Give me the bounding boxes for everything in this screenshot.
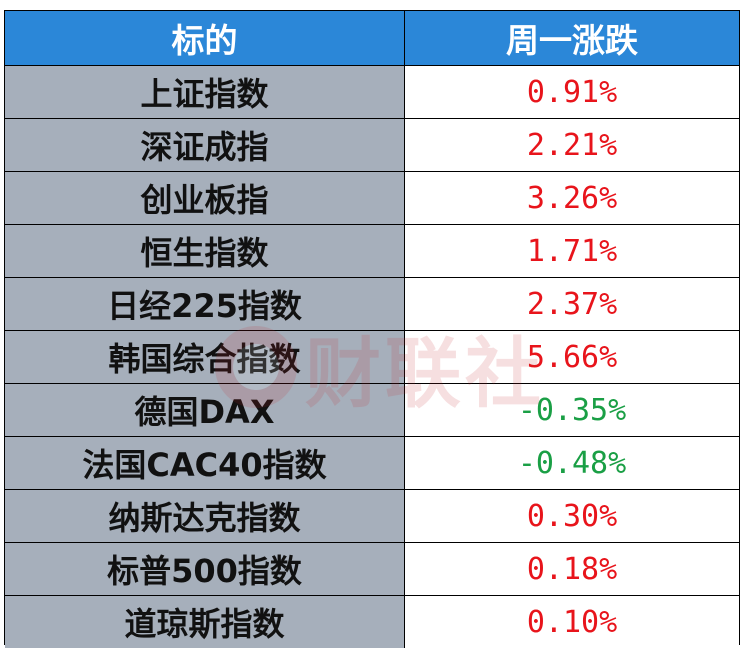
index-name: 德国DAX <box>5 384 405 436</box>
index-change: 0.18% <box>405 543 739 595</box>
index-name: 日经225指数 <box>5 278 405 330</box>
index-change: -0.48% <box>405 437 739 489</box>
index-change: 0.91% <box>405 66 739 118</box>
table-row: 韩国综合指数 5.66% <box>5 330 739 383</box>
index-name: 法国CAC40指数 <box>5 437 405 489</box>
index-name: 纳斯达克指数 <box>5 490 405 542</box>
index-change: 3.26% <box>405 172 739 224</box>
index-name: 韩国综合指数 <box>5 331 405 383</box>
header-change: 周一涨跌 <box>506 21 638 60</box>
table-row: 德国DAX -0.35% <box>5 383 739 436</box>
table-body: 上证指数 0.91% 深证成指 2.21% 创业板指 3.26% 恒生指数 1.71% 日经22… <box>5 65 739 648</box>
table-row: 标普500指数 0.18% <box>5 542 739 595</box>
index-change-table: 标的 周一涨跌 上证指数 0.91% 深证成指 2.21% 创业板指 3.26% 恒生指数 1… <box>4 10 740 648</box>
index-name: 深证成指 <box>5 119 405 171</box>
index-name: 创业板指 <box>5 172 405 224</box>
table-header-row: 标的 周一涨跌 <box>5 11 739 65</box>
index-name: 道琼斯指数 <box>5 596 405 648</box>
table-row: 上证指数 0.91% <box>5 65 739 118</box>
header-name: 标的 <box>5 11 405 65</box>
index-change: 5.66% <box>405 331 739 383</box>
table-row: 法国CAC40指数 -0.48% <box>5 436 739 489</box>
table-row: 深证成指 2.21% <box>5 118 739 171</box>
index-change: -0.35% <box>405 384 739 436</box>
table-row: 纳斯达克指数 0.30% <box>5 489 739 542</box>
index-change: 0.10% <box>405 596 739 648</box>
index-change: 2.37% <box>405 278 739 330</box>
index-name: 上证指数 <box>5 66 405 118</box>
index-name: 恒生指数 <box>5 225 405 277</box>
index-change: 2.21% <box>405 119 739 171</box>
table-row: 日经225指数 2.37% <box>5 277 739 330</box>
table-row: 道琼斯指数 0.10% <box>5 595 739 648</box>
index-name: 标普500指数 <box>5 543 405 595</box>
index-change: 0.30% <box>405 490 739 542</box>
table-row: 创业板指 3.26% <box>5 171 739 224</box>
table-row: 恒生指数 1.71% <box>5 224 739 277</box>
index-change: 1.71% <box>405 225 739 277</box>
